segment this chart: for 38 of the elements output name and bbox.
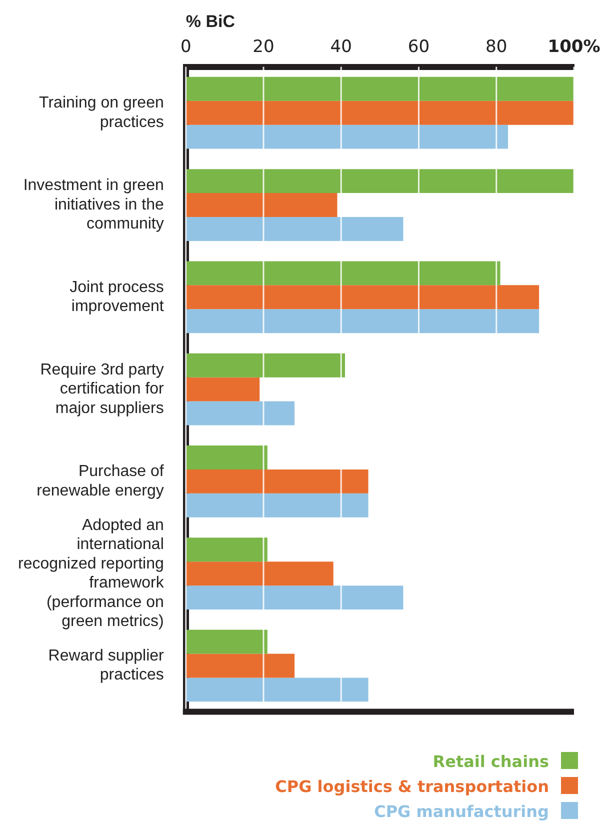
bar: [186, 285, 540, 310]
x-tick-label: 60: [408, 37, 430, 58]
y-tick-label: Adopted an international recognized reporting framework (performance on green metrics): [18, 516, 165, 630]
bar: [186, 562, 334, 586]
bar: [186, 630, 268, 654]
x-tick-label: 20: [252, 37, 274, 58]
x-tick-label: 40: [330, 37, 352, 58]
bar: [186, 678, 368, 702]
x-tick-label: 0: [180, 37, 192, 58]
legend-label: CPG manufacturing: [374, 802, 549, 821]
x-axis-title: % BiC: [186, 12, 235, 31]
bar: [186, 193, 338, 217]
y-tick-label: Purchase of renewable energy: [36, 463, 164, 500]
bar: [186, 469, 368, 494]
bar: [186, 353, 345, 378]
bar: [186, 493, 368, 518]
y-tick-label: Require 3rd party certification for major suppliers: [40, 362, 165, 417]
bar: [186, 216, 404, 241]
bar: [186, 654, 295, 678]
y-tick-label: Investment in green initiatives in the community: [23, 177, 164, 233]
bar: [186, 124, 508, 149]
bar: [186, 169, 574, 194]
y-tick-label: Training on green practices: [39, 94, 164, 131]
bar: [186, 309, 540, 334]
legend-label: Retail chains: [432, 752, 549, 771]
bar: [186, 261, 500, 286]
y-tick-label: Joint process improvement: [70, 278, 164, 316]
legend-label: CPG logistics & transportation: [275, 777, 549, 796]
bar: [186, 401, 295, 426]
bar: [186, 538, 268, 562]
x-tick-label: 100%: [548, 37, 600, 58]
bar: [186, 100, 574, 125]
bar: [186, 586, 404, 610]
x-tick-label: 80: [486, 37, 508, 58]
y-tick-label: Reward supplier practices: [48, 648, 165, 684]
bar: [186, 377, 260, 402]
bar: [186, 76, 574, 101]
bar: [186, 446, 268, 470]
